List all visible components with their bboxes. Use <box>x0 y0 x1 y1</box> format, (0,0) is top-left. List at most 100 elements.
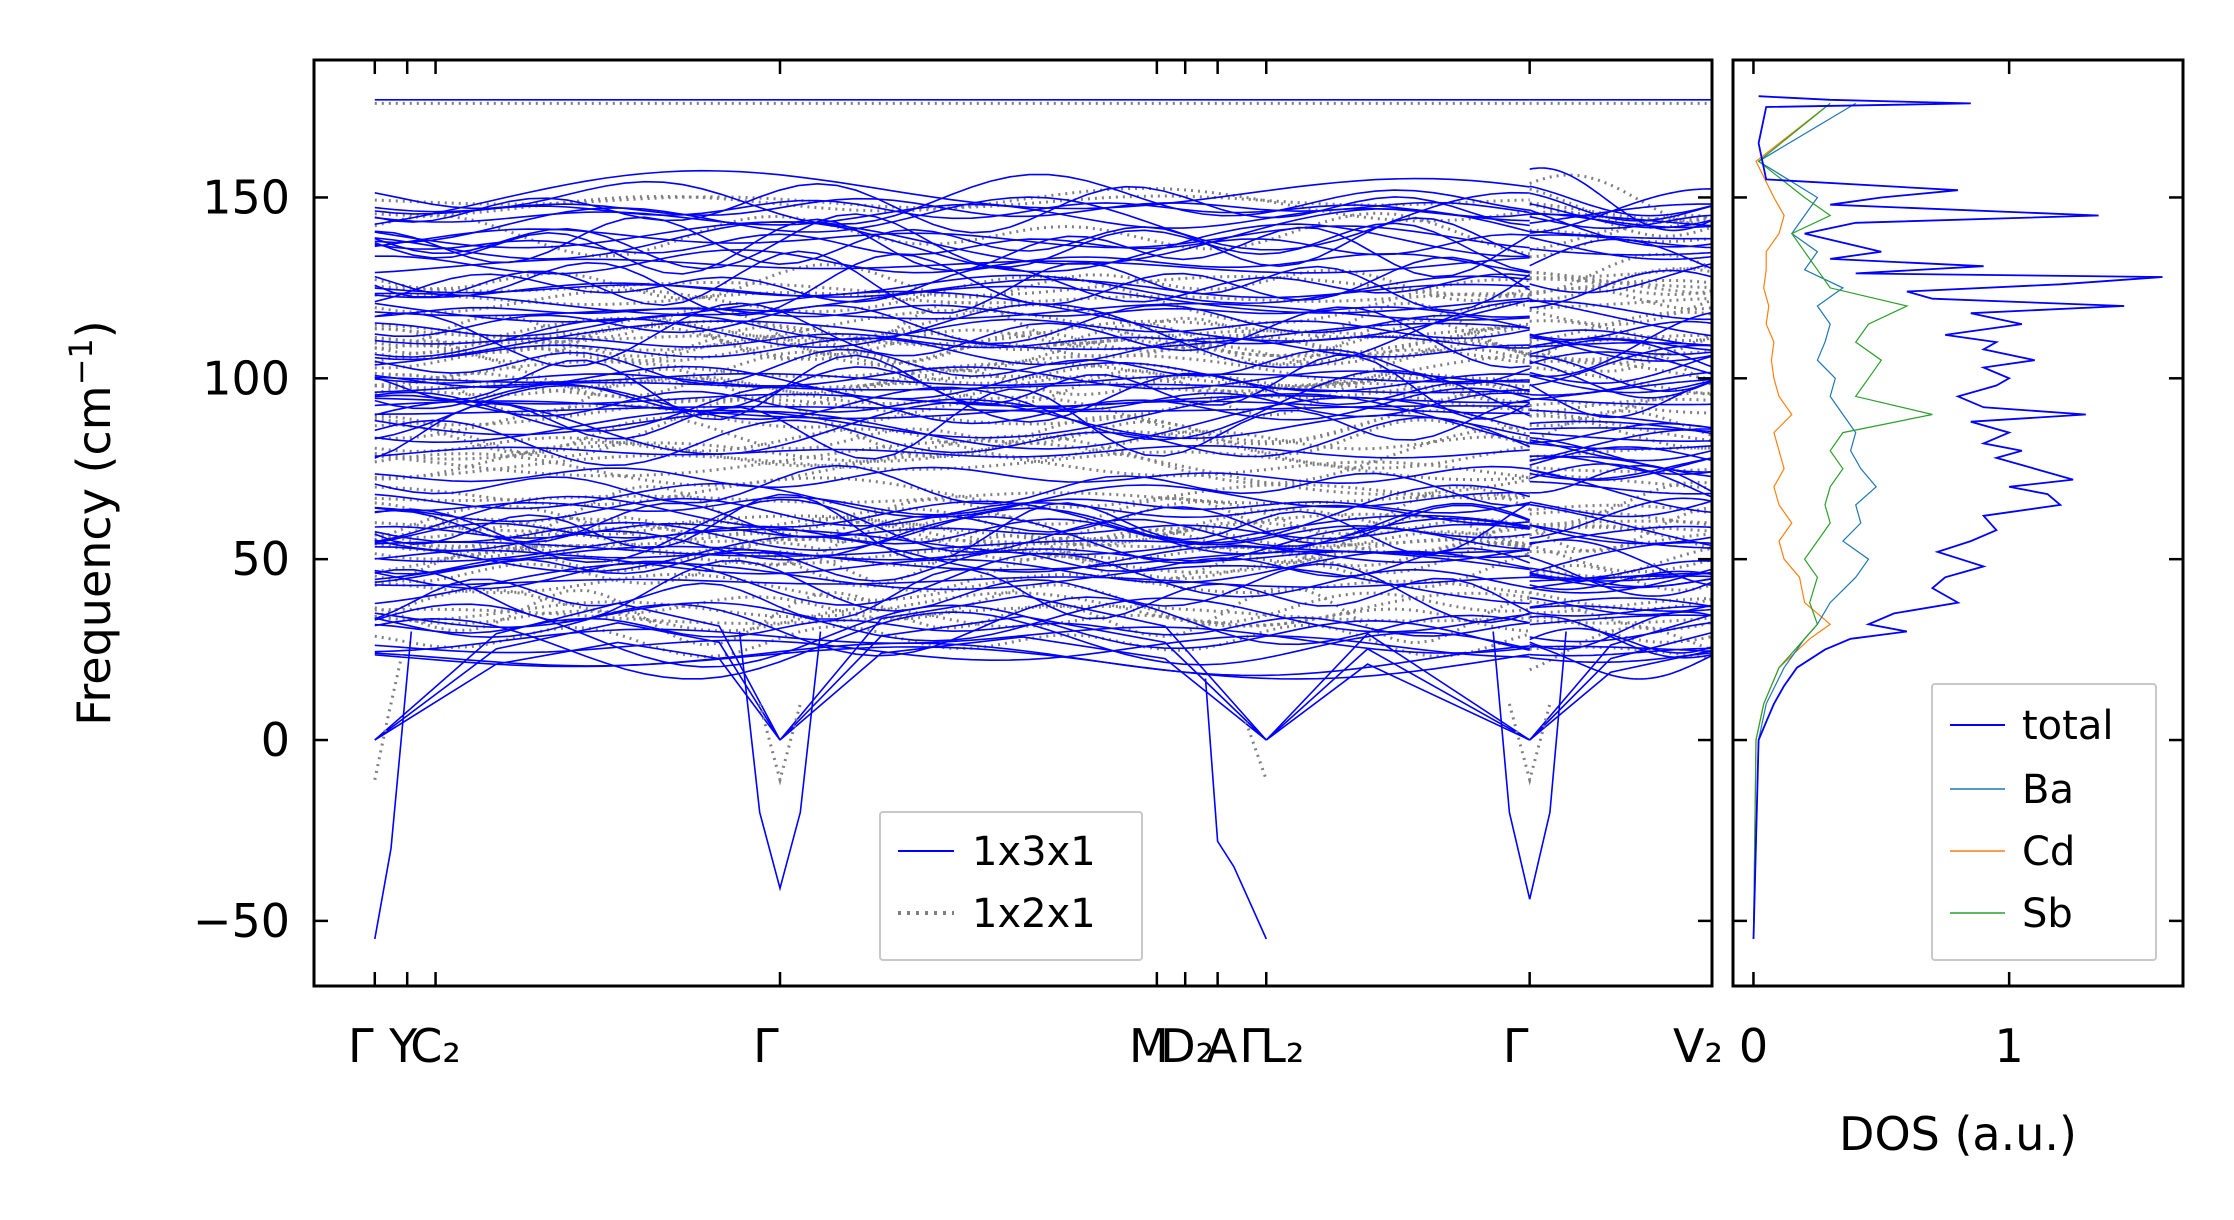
band-line-1x3x1 <box>374 253 1531 317</box>
band-line-1x3x1 <box>1529 234 1712 249</box>
band-line-1x3x1 <box>1529 298 1712 337</box>
band-line-1x3x1 <box>1529 621 1712 643</box>
band-axis-ticks <box>314 60 2183 986</box>
band-line-1x3x1 <box>1529 397 1712 406</box>
band-line-1x3x1 <box>374 256 1530 274</box>
band-line-1x2x1 <box>374 186 1530 223</box>
band-line-1x3x1 <box>1529 524 1712 549</box>
band-line-1x2x1 <box>1529 645 1712 660</box>
dos-plot-area <box>1752 95 2163 940</box>
band-line-1x3x1 <box>374 535 1530 573</box>
dos-curve-total <box>1752 95 2163 940</box>
band-line-1x3x1 <box>374 547 1530 582</box>
soft-mode-1x3x1 <box>1492 631 1567 900</box>
band-line-1x2x1 <box>374 319 1530 346</box>
band-line-1x3x1 <box>374 314 1530 341</box>
band-line-1x3x1 <box>374 484 1530 544</box>
soft-mode-1x3x1 <box>738 631 822 892</box>
band-line-1x3x1 <box>374 304 1530 319</box>
band-line-1x3x1 <box>1529 360 1712 399</box>
band-line-1x3x1 <box>374 300 1530 369</box>
band-line-1x2x1 <box>1529 597 1712 615</box>
soft-mode-1x3x1 <box>1204 678 1268 940</box>
band-line-1x3x1 <box>374 266 1530 303</box>
band-line-1x3x1 <box>1529 439 1712 462</box>
band-line-1x2x1 <box>1529 472 1712 490</box>
dos-curve-sb <box>1752 102 1933 940</box>
y-tick-label: 150 <box>202 170 290 224</box>
band-line-1x3x1 <box>374 199 1530 220</box>
band-line-1x2x1 <box>374 572 1530 602</box>
band-line-1x3x1 <box>374 213 1530 273</box>
band-line-1x3x1 <box>374 646 1530 680</box>
band-line-1x2x1 <box>1529 616 1712 625</box>
k-point-label: D₂ <box>1160 1019 1214 1073</box>
band-line-1x2x1 <box>1529 397 1712 418</box>
band-line-1x3x1 <box>374 548 1530 562</box>
band-line-1x2x1 <box>1529 509 1712 527</box>
acoustic-branch-1x3x1 <box>374 621 781 741</box>
band-line-1x2x1 <box>1529 600 1712 631</box>
band-line-1x2x1 <box>374 499 1531 555</box>
acoustic-branch-1x3x1 <box>374 641 781 741</box>
x-axis-label-dos: DOS (a.u.) <box>1839 1107 2077 1161</box>
band-line-1x3x1 <box>374 366 1530 423</box>
legend-label-1x3x1: 1x3x1 <box>972 829 1096 875</box>
band-line-1x3x1 <box>374 603 1530 668</box>
band-line-1x3x1 <box>374 396 1530 450</box>
band-line-1x2x1 <box>374 416 1530 456</box>
band-line-1x3x1 <box>1529 334 1712 362</box>
y-tick-label: 100 <box>202 351 290 405</box>
k-point-label: V₂ <box>1673 1019 1723 1073</box>
band-line-1x2x1 <box>1529 335 1712 366</box>
band-line-1x3x1 <box>1529 338 1712 368</box>
band-line-1x3x1 <box>1529 378 1712 401</box>
band-line-1x3x1 <box>374 320 1530 366</box>
band-line-1x3x1 <box>374 496 1530 516</box>
band-line-1x3x1 <box>1529 500 1712 518</box>
band-line-1x3x1 <box>1529 605 1712 617</box>
band-line-1x2x1 <box>374 291 1530 307</box>
band-line-1x3x1 <box>374 302 1530 369</box>
band-line-1x3x1 <box>374 348 1530 385</box>
band-line-1x3x1 <box>374 497 1530 527</box>
k-point-label: Γ <box>1239 1019 1265 1073</box>
band-line-1x3x1 <box>374 203 1530 229</box>
band-line-1x3x1 <box>1529 188 1712 234</box>
band-line-1x2x1 <box>1529 401 1712 415</box>
band-line-1x2x1 <box>374 452 1530 487</box>
band-line-1x2x1 <box>1529 391 1712 428</box>
acoustic-branch-1x3x1 <box>1265 647 1531 741</box>
band-line-1x2x1 <box>1529 524 1712 533</box>
band-line-1x2x1 <box>1529 286 1712 311</box>
k-point-label: Γ <box>1503 1019 1529 1073</box>
y-tick-label: 50 <box>231 532 290 586</box>
band-line-1x2x1 <box>1529 296 1712 310</box>
band-line-1x2x1 <box>374 337 1531 367</box>
band-line-1x3x1 <box>374 400 1530 420</box>
band-line-1x3x1 <box>374 514 1530 563</box>
band-line-1x2x1 <box>1529 407 1712 443</box>
band-line-1x3x1 <box>374 233 1530 256</box>
band-line-1x3x1 <box>1529 463 1712 498</box>
band-line-1x3x1 <box>1529 432 1712 442</box>
acoustic-branch-1x3x1 <box>779 636 1267 741</box>
acoustic-branch-1x3x1 <box>1265 632 1531 741</box>
band-line-1x3x1 <box>374 405 1530 415</box>
band-line-1x3x1 <box>1529 525 1712 544</box>
band-line-1x3x1 <box>374 568 1531 620</box>
band-line-1x3x1 <box>1529 574 1712 589</box>
dos-x-tick-label: 0 <box>1739 1019 1768 1073</box>
band-line-1x3x1 <box>1529 192 1712 222</box>
band-plot-area <box>373 98 1712 940</box>
band-line-1x3x1 <box>1529 269 1712 309</box>
band-line-1x2x1 <box>374 353 1530 388</box>
band-line-1x3x1 <box>1529 643 1712 680</box>
band-line-1x3x1 <box>374 220 1530 273</box>
band-line-1x3x1 <box>374 285 1530 316</box>
band-line-1x3x1 <box>374 518 1530 546</box>
band-line-1x3x1 <box>374 173 1530 226</box>
